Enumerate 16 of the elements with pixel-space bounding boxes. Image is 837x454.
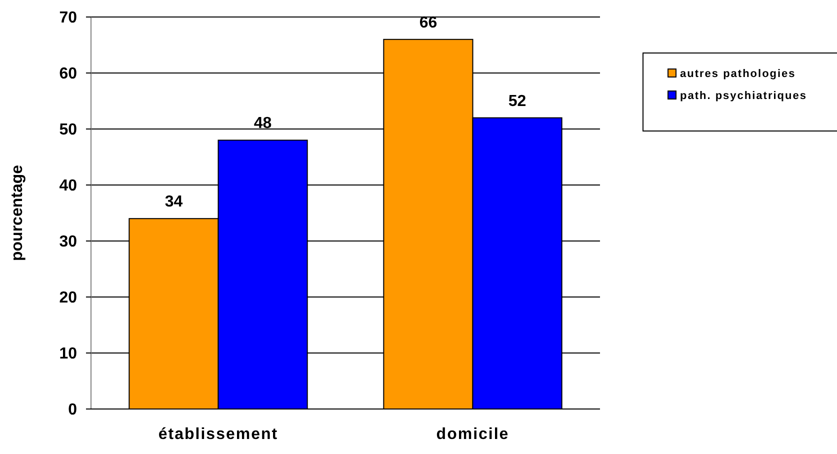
- y-axis-title: pourcentage: [9, 164, 26, 262]
- y-tick-label: 0: [68, 402, 78, 419]
- y-tick-label: 10: [59, 346, 78, 363]
- data-label: 52: [508, 92, 526, 110]
- y-tick-label: 40: [59, 178, 78, 195]
- y-tick-label: 70: [59, 10, 78, 27]
- legend-label: autres pathologies: [680, 68, 796, 80]
- x-tick-label: établissement: [158, 426, 278, 443]
- data-label: 48: [254, 115, 272, 132]
- y-tick-label: 20: [59, 290, 78, 307]
- x-tick-label: domicile: [436, 426, 510, 443]
- y-tick-label: 30: [59, 234, 78, 251]
- data-label: 34: [164, 194, 183, 211]
- y-tick-label: 60: [59, 66, 78, 83]
- legend-label: path. psychiatriques: [680, 90, 807, 102]
- y-tick-label: 50: [59, 122, 78, 139]
